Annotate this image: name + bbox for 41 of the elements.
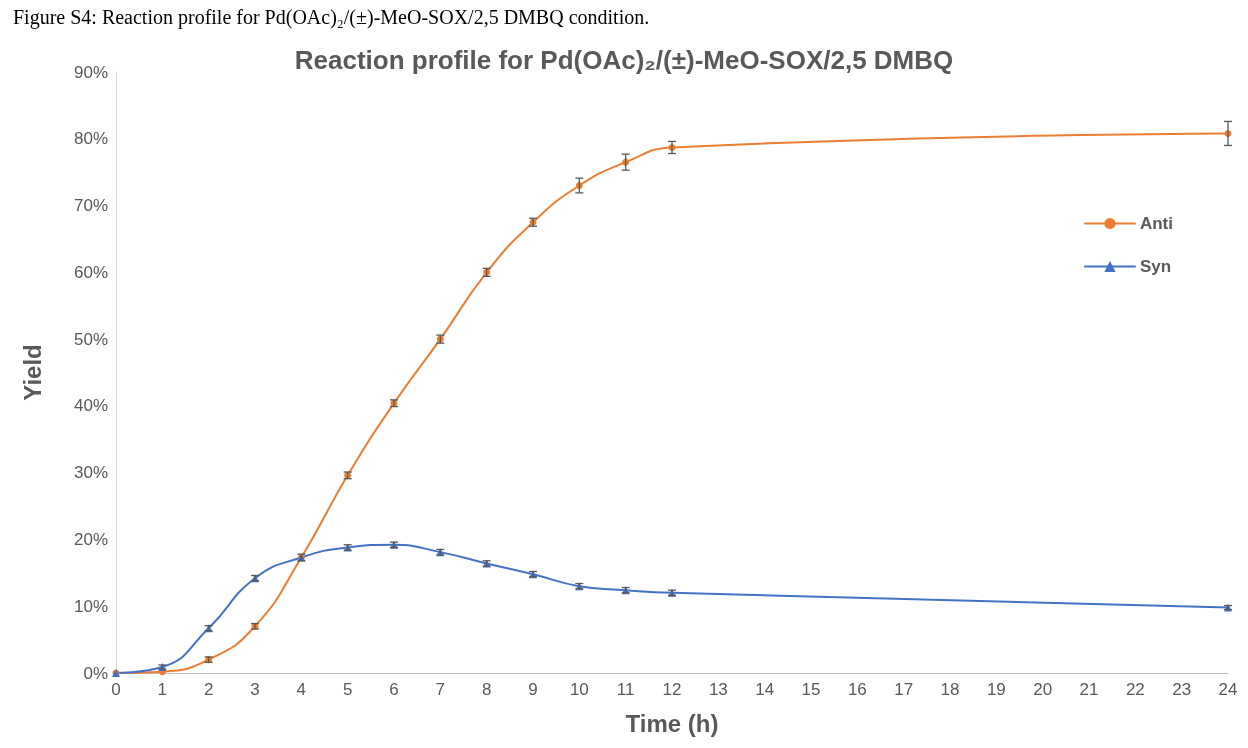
x-tick-label: 12: [662, 680, 682, 699]
x-tick-label: 15: [801, 680, 821, 699]
legend-label: Syn: [1139, 257, 1172, 276]
x-tick-label: 17: [894, 680, 914, 699]
caption: Figure S4: Reaction profile for Pd(OAc)₂/(±)-MeO-SOX/2,5 DMBQ condition.: [13, 6, 650, 29]
y-tick-label: 40%: [73, 396, 108, 416]
x-tick-label: 6: [389, 680, 399, 699]
y-tick-label: 30%: [73, 463, 108, 483]
y-axis-title: Yield: [18, 344, 46, 401]
y-tick-label: 10%: [73, 596, 108, 616]
x-tick-label: 5: [342, 680, 353, 699]
x-tick-label: 7: [435, 680, 446, 699]
x-tick-label: 14: [755, 680, 775, 699]
y-tick-label: 80%: [73, 129, 108, 149]
x-tick-label: 2: [203, 680, 214, 699]
x-tick-label: 13: [708, 680, 728, 699]
y-tick-label: 50%: [73, 329, 108, 349]
x-tick-label: 21: [1079, 680, 1099, 699]
y-tick-label: 20%: [73, 529, 108, 549]
x-tick-label: 10: [569, 680, 589, 699]
x-tick-label: 20: [1033, 680, 1053, 699]
x-tick-label: 22: [1125, 680, 1145, 699]
x-tick-label: 1: [157, 680, 168, 699]
x-tick-label: 23: [1172, 680, 1192, 699]
x-tick-label: 4: [296, 680, 307, 699]
x-tick-label: 3: [250, 680, 260, 699]
x-tick-label: 24: [1218, 680, 1238, 699]
x-tick-label: 18: [940, 680, 960, 699]
legend-label: Anti: [1139, 214, 1173, 233]
chart-title: Reaction profile for Pd(OAc)₂/(±)-MeO-SOX/2,5 DMBQ: [294, 45, 954, 75]
x-tick-label: 9: [528, 680, 538, 699]
y-tick-label: 70%: [73, 196, 108, 216]
y-tick-label: 90%: [73, 62, 108, 82]
x-tick-label: 19: [986, 680, 1006, 699]
x-axis-title: Time (h): [625, 709, 719, 737]
x-tick-label: 8: [481, 680, 492, 699]
x-tick-label: 11: [616, 680, 635, 699]
y-tick-label: 60%: [73, 262, 108, 282]
x-tick-label: 16: [847, 680, 867, 699]
x-tick-label: 0: [111, 680, 121, 699]
y-tick-label: 0%: [83, 663, 108, 683]
